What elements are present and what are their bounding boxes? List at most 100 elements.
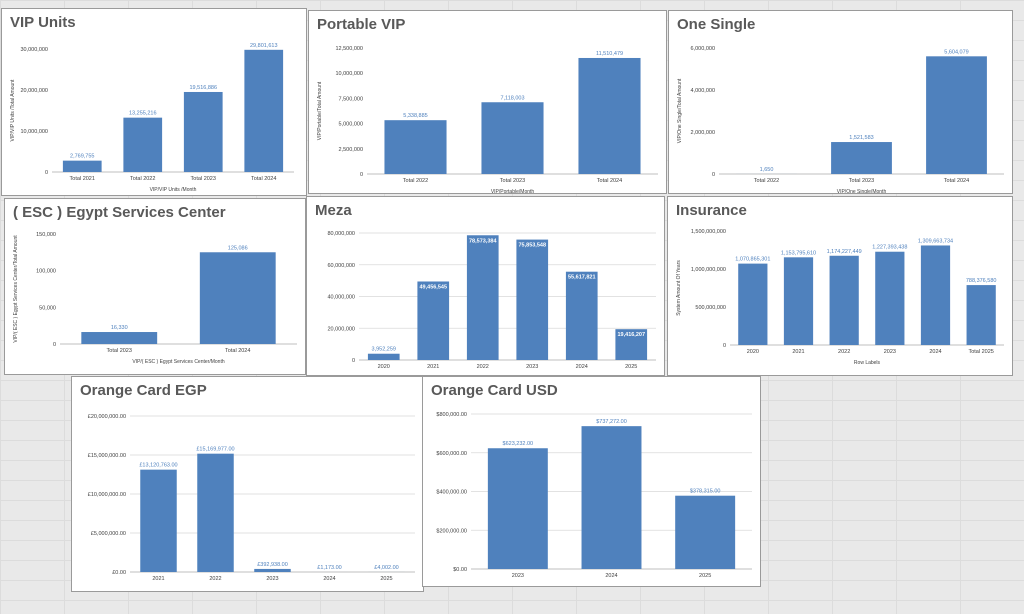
category-label: 2020 xyxy=(378,364,390,370)
bar xyxy=(487,448,548,569)
y-axis-title: VIP/Portable/Total Amount xyxy=(317,81,323,140)
bar xyxy=(197,453,234,572)
data-label: 3,952,259 xyxy=(372,347,396,353)
data-label: 55,617,821 xyxy=(568,275,596,281)
y-axis-title: VIP/One Single/Total Amount xyxy=(677,78,683,143)
category-label: 2020 xyxy=(747,349,759,355)
category-label: 2023 xyxy=(526,364,538,370)
category-label: Total 2023 xyxy=(107,348,132,354)
bar xyxy=(516,239,549,360)
y-tick-label: 0 xyxy=(53,342,56,348)
chart-orange-card-egp[interactable]: £0.00 £5,000,000.00 £10,000,000.00 £15,000,… xyxy=(71,376,424,592)
category-label: 2024 xyxy=(605,573,617,579)
category-label: 2024 xyxy=(929,349,941,355)
data-label: 78,573,384 xyxy=(469,238,497,244)
chart-esc[interactable]: 0 50,000 100,000 150,000 16,330 Total 2023 125… xyxy=(4,198,306,375)
data-label: 19,416,207 xyxy=(617,332,645,338)
y-tick-label: $0.00 xyxy=(453,567,467,573)
bar xyxy=(581,426,642,569)
y-tick-label: 20,000,000 xyxy=(20,88,48,94)
y-tick-label: 1,000,000,000 xyxy=(691,267,726,273)
bar xyxy=(384,120,447,174)
data-label: £4,002.00 xyxy=(374,565,398,571)
data-label: 1,174,227,449 xyxy=(827,249,862,255)
data-label: 1,309,663,734 xyxy=(918,238,953,244)
y-tick-label: 5,000,000 xyxy=(339,122,363,128)
chart-insurance[interactable]: 0 500,000,000 1,000,000,000 1,500,000,000 1,… xyxy=(667,196,1013,376)
chart-svg: 0 10,000,000 20,000,000 30,000,000 2,769,755… xyxy=(10,43,294,193)
y-tick-label: 6,000,000 xyxy=(691,46,715,52)
bar xyxy=(417,281,450,360)
category-label: Total 2025 xyxy=(968,349,993,355)
data-label: 2,769,755 xyxy=(70,154,94,160)
category-label: 2021 xyxy=(792,349,804,355)
y-tick-label: 1,500,000,000 xyxy=(691,229,726,235)
category-label: Total 2024 xyxy=(944,178,969,184)
y-tick-label: $200,000.00 xyxy=(436,528,467,534)
chart-orange-card-usd[interactable]: $0.00 $200,000.00 $400,000.00 $600,000.00 $8… xyxy=(422,376,761,587)
category-label: Total 2022 xyxy=(754,178,779,184)
category-label: 2025 xyxy=(699,573,711,579)
chart-title: Meza xyxy=(315,202,352,219)
bar xyxy=(829,255,859,345)
y-tick-label: £20,000,000.00 xyxy=(88,414,126,420)
bar xyxy=(466,235,499,360)
category-label: 2025 xyxy=(380,576,392,582)
chart-one-single[interactable]: 0 2,000,000 4,000,000 6,000,000 1,650 Total 2… xyxy=(668,10,1013,194)
chart-svg: 0 20,000,000 40,000,000 60,000,000 80,000,00… xyxy=(327,231,656,370)
data-label: 11,510,479 xyxy=(596,51,623,57)
category-label: 2021 xyxy=(152,576,164,582)
category-label: 2024 xyxy=(576,364,588,370)
chart-title: One Single xyxy=(677,16,756,33)
chart-svg: 0 500,000,000 1,000,000,000 1,500,000,000 1,… xyxy=(676,229,1004,366)
bar xyxy=(81,332,158,344)
chart-meza[interactable]: 0 20,000,000 40,000,000 60,000,000 80,000,00… xyxy=(306,196,665,376)
data-label: 19,516,886 xyxy=(189,85,217,91)
x-axis-title: VIP/One Single/Month xyxy=(837,189,887,194)
category-label: 2022 xyxy=(477,364,489,370)
bar xyxy=(615,329,648,360)
data-label: £392,938.00 xyxy=(257,562,288,568)
y-tick-label: 7,500,000 xyxy=(339,96,363,102)
category-label: Total 2023 xyxy=(500,178,525,184)
data-label: £15,169,977.00 xyxy=(196,447,234,453)
y-tick-label: 2,500,000 xyxy=(339,147,363,153)
x-axis-title: VIP/Portable/Month xyxy=(491,189,535,194)
bar xyxy=(123,117,163,172)
y-tick-label: £10,000,000.00 xyxy=(88,492,126,498)
y-tick-label: 0 xyxy=(45,170,48,176)
data-label: £1,173.00 xyxy=(317,565,341,571)
bar xyxy=(783,257,814,345)
y-tick-label: 0 xyxy=(360,172,363,178)
chart-title: Orange Card EGP xyxy=(80,382,207,399)
x-axis-title: VIP/VIP Units /Month xyxy=(150,187,197,193)
chart-vip-units[interactable]: 0 10,000,000 20,000,000 30,000,000 2,769,755… xyxy=(1,8,307,196)
y-tick-label: 12,500,000 xyxy=(335,46,363,52)
y-tick-label: £15,000,000.00 xyxy=(88,453,126,459)
bar xyxy=(183,91,223,172)
y-tick-label: 20,000,000 xyxy=(327,326,355,332)
chart-title: VIP Units xyxy=(10,14,76,31)
chart-portable-vip[interactable]: 0 2,500,000 5,000,000 7,500,000 10,000,000 12… xyxy=(308,10,667,194)
x-axis-title: VIP/( ESC ) Egypt Services Center/Month xyxy=(132,359,224,365)
bar xyxy=(578,57,641,174)
chart-svg: $0.00 $200,000.00 $400,000.00 $600,000.00 $8… xyxy=(436,412,752,579)
data-label: 7,118,003 xyxy=(500,95,524,101)
y-tick-label: 500,000,000 xyxy=(695,305,726,311)
chart-title: Portable VIP xyxy=(317,16,406,33)
data-label: $623,232.00 xyxy=(503,441,534,447)
chart-title: Orange Card USD xyxy=(431,382,558,399)
category-label: 2022 xyxy=(838,349,850,355)
y-axis-title: VIP/( ESC ) Egypt Services Center/Total … xyxy=(13,235,19,343)
data-label: 16,330 xyxy=(111,325,128,331)
bar xyxy=(199,252,276,344)
bar xyxy=(367,353,400,360)
y-tick-label: 150,000 xyxy=(36,232,56,238)
y-tick-label: 40,000,000 xyxy=(327,295,355,301)
data-label: $378,315.00 xyxy=(690,489,721,495)
chart-svg: 0 2,500,000 5,000,000 7,500,000 10,000,000 12… xyxy=(317,46,658,194)
bar xyxy=(244,49,284,172)
chart-title: Insurance xyxy=(676,202,747,219)
data-label: 1,153,795,610 xyxy=(781,250,816,256)
bar xyxy=(966,285,996,345)
